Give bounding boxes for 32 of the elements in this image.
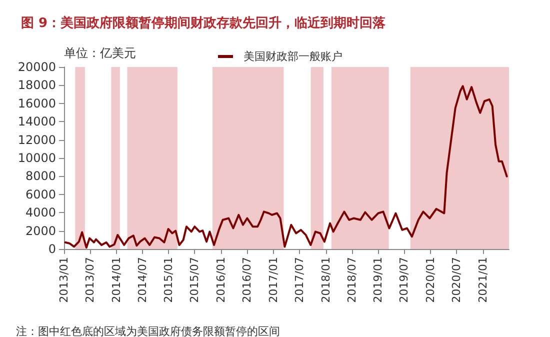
x-tick-label: 2018/01 <box>319 257 332 303</box>
x-tick-label: 2021/01 <box>476 257 490 303</box>
x-tick-label: 2013/01 <box>58 257 70 303</box>
y-tick-label: 2000 <box>25 224 56 238</box>
text: 注：图中红色底的区域为美国政府债务限额暂停的区间 <box>16 325 280 337</box>
x-tick-label: 2013/07 <box>83 257 96 303</box>
x-tick-label: 2019/07 <box>398 257 411 303</box>
y-tick-label: 6000 <box>25 187 56 202</box>
x-tick-label: 2015/01 <box>162 257 176 303</box>
y-tick-label: 8000 <box>25 169 56 184</box>
y-tick-label: 18000 <box>18 78 56 92</box>
x-tick-label: 2018/07 <box>345 257 358 303</box>
y-tick-label: 14000 <box>18 114 56 129</box>
x-tick-label: 2020/01 <box>424 257 438 303</box>
y-tick-label: 12000 <box>18 132 56 147</box>
y-tick-label: 0 <box>48 242 56 256</box>
x-tick-label: 2014/07 <box>136 257 149 303</box>
x-tick-label: 2017/01 <box>267 257 280 303</box>
y-axis-title: 单位：亿美元 <box>64 46 136 60</box>
y-tick-label: 10000 <box>18 151 56 165</box>
y-tick-label: 16000 <box>18 96 56 110</box>
x-tick-label: 2020/07 <box>450 257 464 303</box>
x-tick-label: 2019/01 <box>372 257 385 303</box>
x-tick-label: 2014/01 <box>110 257 123 303</box>
x-tick-label: 2015/07 <box>188 257 202 303</box>
x-tick-label: 2017/07 <box>292 257 306 303</box>
legend-label: 美国财政部一般账户 <box>244 50 342 63</box>
chart-title: 图 9：美国政府限额暂停期间财政存款先回升，临近到期时回落 <box>21 15 387 31</box>
y-tick-label: 4000 <box>25 206 56 220</box>
y-tick-label: 20000 <box>18 60 56 74</box>
x-tick-label: 2016/07 <box>240 257 254 303</box>
x-tick-label: 2016/01 <box>214 257 228 303</box>
